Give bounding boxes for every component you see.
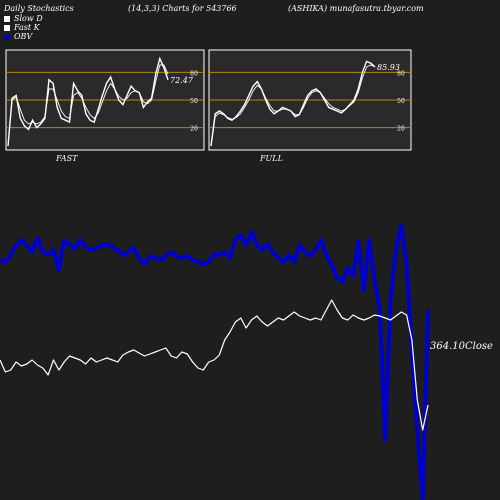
legend-swatch-obv xyxy=(4,33,10,40)
level-label-50: 50 xyxy=(190,98,198,105)
legend-item-slow-d: Slow D xyxy=(4,14,43,23)
level-label-20: 20 xyxy=(190,126,198,133)
stochastic-line-0 xyxy=(7,56,169,147)
legend: Slow D Fast K OBV xyxy=(4,14,43,41)
close-value-label: 364.10Close xyxy=(430,341,493,352)
last-value-label: 72.47 xyxy=(170,76,194,85)
stochastic-line-1 xyxy=(210,64,376,147)
legend-label-obv: OBV xyxy=(14,32,33,41)
chart-header-center: (14,3,3) Charts for 543766 xyxy=(128,4,237,13)
legend-label-fast-k: Fast K xyxy=(14,23,40,32)
panel-label: FULL xyxy=(259,154,283,163)
level-label-80: 80 xyxy=(397,70,405,77)
stochastic-line-1 xyxy=(7,64,169,147)
chart-header-right: (ASHIKA) munafasutra.tbyar.com xyxy=(288,4,424,13)
obv-line xyxy=(0,223,430,500)
level-label-50: 50 xyxy=(397,98,405,105)
close-line xyxy=(0,299,429,431)
obv-panel: 364.10Close xyxy=(0,223,493,500)
legend-item-fast-k: Fast K xyxy=(4,23,43,32)
level-label-80: 80 xyxy=(190,70,198,77)
chart-header-left: Daily Stochastics xyxy=(4,4,74,13)
legend-swatch-slow-d xyxy=(4,15,10,22)
legend-label-slow-d: Slow D xyxy=(14,14,43,23)
panel-label: FAST xyxy=(55,154,78,163)
level-label-20: 20 xyxy=(397,126,405,133)
legend-swatch-fast-k xyxy=(4,24,10,31)
last-value-label: 85.93 xyxy=(377,63,400,72)
legend-item-obv: OBV xyxy=(4,32,43,41)
